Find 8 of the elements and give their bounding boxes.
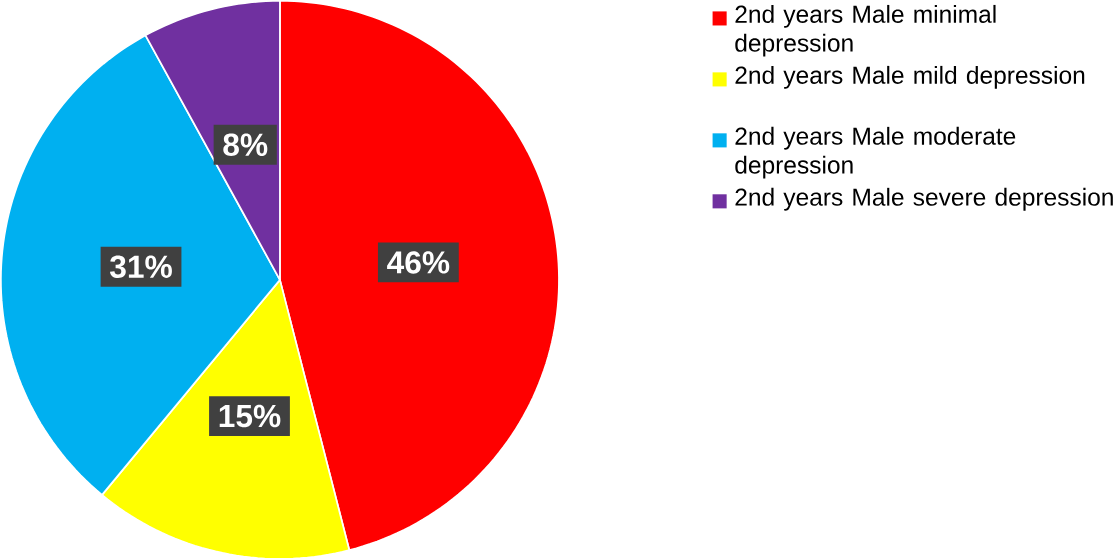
data-label: 46% [387, 251, 450, 274]
legend-label: 2nd years Male severe depression [735, 187, 1113, 211]
legend-label: 2nd years Male minimal depression [735, 5, 996, 57]
legend-label: 2nd years Male mild depression [735, 65, 1085, 89]
data-label: 8% [223, 133, 268, 157]
data-label: 15% [219, 404, 281, 428]
legend-label: 2nd years Male moderate depression [735, 126, 1016, 179]
data-label: 31% [109, 255, 172, 279]
